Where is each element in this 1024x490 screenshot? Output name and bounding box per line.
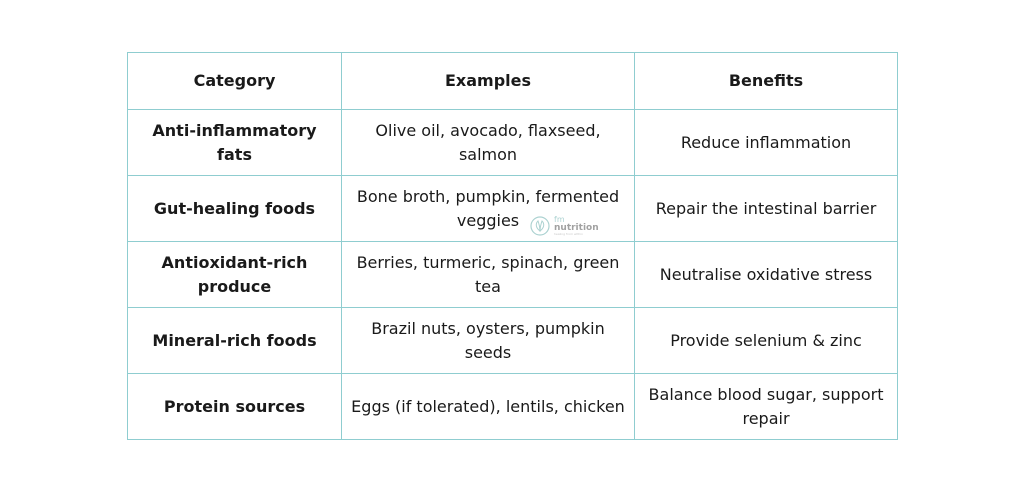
examples-cell: Eggs (if tolerated), lentils, chicken: [341, 373, 635, 440]
table-row: Mineral-rich foods Brazil nuts, oysters,…: [127, 307, 898, 374]
benefits-cell: Reduce inflammation: [634, 109, 898, 176]
benefits-cell: Neutralise oxidative stress: [634, 241, 898, 308]
examples-cell: Olive oil, avocado, flaxseed, salmon: [341, 109, 635, 176]
category-cell: Antioxidant-rich produce: [127, 241, 342, 308]
examples-cell: Brazil nuts, oysters, pumpkin seeds: [341, 307, 635, 374]
category-cell: Mineral-rich foods: [127, 307, 342, 374]
column-header-benefits: Benefits: [634, 52, 898, 110]
table-row: Antioxidant-rich produce Berries, turmer…: [127, 241, 898, 308]
table-header-row: Category Examples Benefits: [127, 52, 898, 110]
category-cell: Protein sources: [127, 373, 342, 440]
table-row: Anti-inflammatory fats Olive oil, avocad…: [127, 109, 898, 176]
category-cell: Gut-healing foods: [127, 175, 342, 242]
column-header-category: Category: [127, 52, 342, 110]
table-row: Gut-healing foods Bone broth, pumpkin, f…: [127, 175, 898, 242]
category-cell: Anti-inflammatory fats: [127, 109, 342, 176]
column-header-examples: Examples: [341, 52, 635, 110]
benefits-cell: Provide selenium & zinc: [634, 307, 898, 374]
nutrition-table: Category Examples Benefits Anti-inflamma…: [127, 52, 898, 440]
table-row: Protein sources Eggs (if tolerated), len…: [127, 373, 898, 440]
benefits-cell: Repair the intestinal barrier: [634, 175, 898, 242]
benefits-cell: Balance blood sugar, support repair: [634, 373, 898, 440]
examples-cell: Bone broth, pumpkin, fermented veggies: [341, 175, 635, 242]
examples-cell: Berries, turmeric, spinach, green tea: [341, 241, 635, 308]
